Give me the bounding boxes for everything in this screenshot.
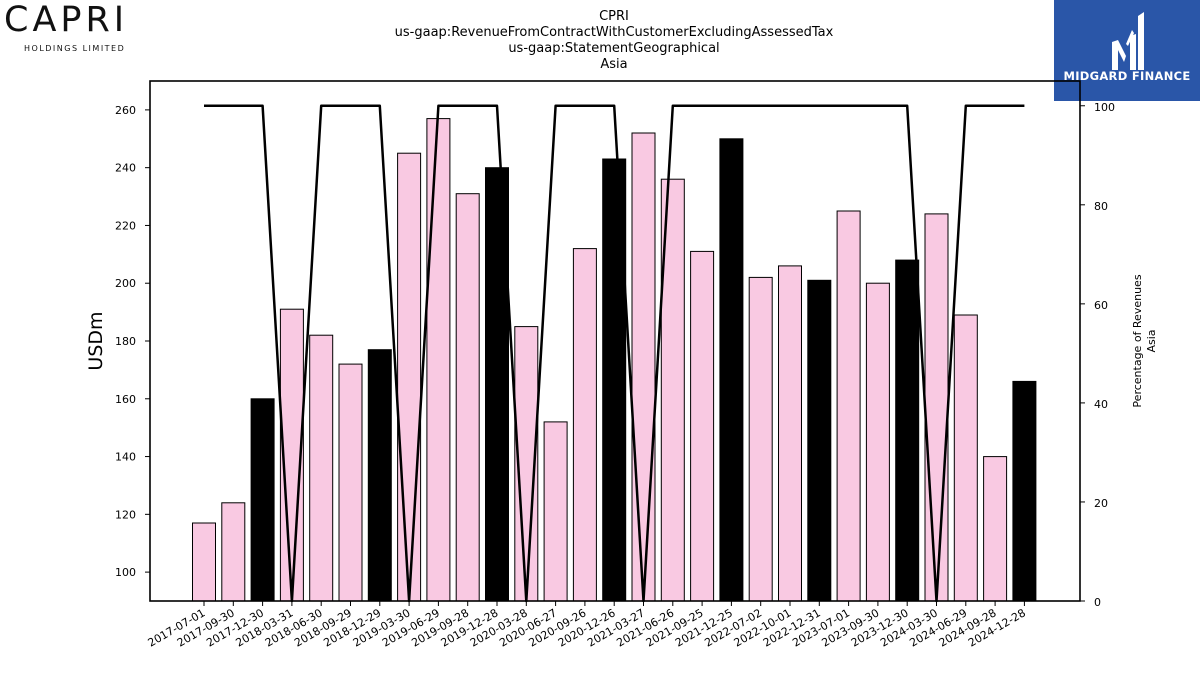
bar [719, 138, 744, 602]
bar [631, 132, 656, 602]
y-tick-label: 200 [115, 277, 136, 290]
bar-series [192, 118, 1037, 602]
bar [807, 279, 832, 602]
capri-logo-subtitle: HOLDINGS LIMITED [24, 44, 126, 53]
bar [924, 213, 949, 602]
bar [455, 193, 480, 602]
chart-title: CPRIus-gaap:RevenueFromContractWithCusto… [395, 9, 834, 72]
y2-tick-label: 100 [1094, 101, 1115, 114]
bar [953, 314, 978, 602]
midgard-logo-name: MIDGARD FINANCE [1063, 69, 1191, 83]
bar [543, 421, 568, 602]
bar [309, 334, 334, 602]
midgard-emblem-icon [1112, 12, 1144, 70]
capri-logo-name: CAPRI [4, 0, 129, 40]
y2-axis-label: Percentage of Revenues [1131, 274, 1144, 407]
y-tick-label: 120 [115, 508, 136, 521]
bar [690, 250, 715, 602]
bar [895, 259, 920, 602]
bar [836, 210, 861, 602]
bar [426, 118, 451, 602]
y-tick-label: 180 [115, 335, 136, 348]
chart-title-line: CPRI [599, 9, 629, 24]
line-series [204, 104, 1025, 603]
y-axis-label: USDm [85, 311, 107, 370]
y-tick-label: 240 [115, 162, 136, 175]
capri-logo: CAPRI HOLDINGS LIMITED [4, 0, 154, 53]
y-tick-label: 140 [115, 451, 136, 464]
y2-tick-label: 20 [1094, 497, 1108, 510]
bar [367, 349, 392, 602]
y2-tick-label: 40 [1094, 398, 1108, 411]
y-tick-label: 160 [115, 393, 136, 406]
y-tick-label: 100 [115, 566, 136, 579]
y2-tick-label: 60 [1094, 299, 1108, 312]
y2-axis-label: Asia [1145, 329, 1158, 352]
chart-title-line: us-gaap:RevenueFromContractWithCustomerE… [395, 25, 834, 40]
bar [192, 522, 216, 602]
chart-title-line: us-gaap:StatementGeographical [508, 41, 719, 56]
y2-tick-label: 0 [1094, 596, 1101, 609]
bar [572, 248, 597, 602]
bar [338, 363, 363, 602]
bar [778, 265, 802, 602]
bar [250, 398, 275, 602]
bar [748, 276, 773, 602]
bar [865, 282, 890, 602]
y-tick-label: 260 [115, 104, 136, 117]
midgard-logo: MIDGARD FINANCE [1054, 0, 1200, 101]
bar [221, 502, 246, 602]
y2-tick-label: 80 [1094, 200, 1108, 213]
bar [983, 456, 1008, 602]
chart-title-line: Asia [600, 57, 627, 72]
percentage-line [204, 104, 1025, 603]
y-tick-label: 220 [115, 219, 136, 232]
axis-labels: USDm Percentage of Revenues Asia [85, 274, 1158, 407]
bar [1012, 380, 1037, 602]
bar [397, 152, 422, 602]
